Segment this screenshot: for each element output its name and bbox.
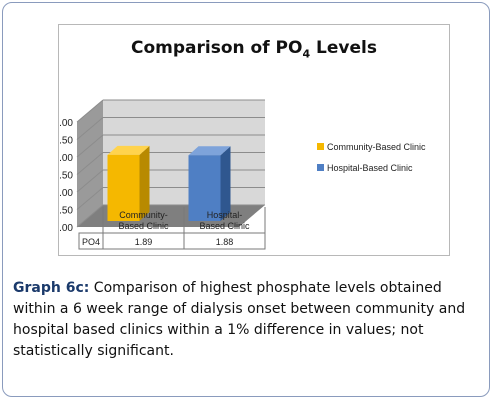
bar-chart: 3.002.502.001.501.000.500.00Community-Ba… xyxy=(59,99,426,250)
x-category-label: Hospital- xyxy=(207,210,243,220)
bar-side-1 xyxy=(139,145,150,221)
legend-label-2: Hospital-Based Clinic xyxy=(327,163,413,173)
gridline-side xyxy=(76,152,104,175)
gridline-side xyxy=(76,169,104,193)
chart-title: Comparison of PO4 Levels xyxy=(131,38,377,61)
data-label: 1.89 xyxy=(135,237,153,247)
caption-text: Comparison of highest phosphate levels o… xyxy=(13,280,466,359)
gridline-side xyxy=(76,204,104,228)
data-table-row xyxy=(78,232,266,250)
data-label: 1.88 xyxy=(216,237,234,247)
bar-top-1 xyxy=(107,145,150,155)
legend-swatch-2 xyxy=(317,164,324,171)
gridline-side xyxy=(76,187,104,210)
bar-1 xyxy=(107,154,140,221)
legend-swatch-1 xyxy=(317,143,324,150)
legend-label-1: Community-Based Clinic xyxy=(327,142,426,152)
y-tick-label: 2.00 xyxy=(59,153,73,164)
chart-area: Comparison of PO4 Levels 3.00 2.50 2.00 1.5… xyxy=(58,24,450,256)
y-tick-label: 0.00 xyxy=(59,223,73,234)
caption-lead: Graph 6c: xyxy=(13,280,90,296)
series-name-label: PO4 xyxy=(82,237,100,247)
gridline-side xyxy=(76,99,104,123)
gridline-side xyxy=(76,134,104,158)
x-category-label: Based Clinic xyxy=(118,221,169,231)
bar-side-2 xyxy=(220,146,231,221)
y-tick-label: 0.50 xyxy=(59,206,73,217)
figure-caption: Graph 6c: Comparison of highest phosphat… xyxy=(13,278,479,362)
y-tick-label: 1.00 xyxy=(59,188,73,199)
bar-top-2 xyxy=(188,146,231,156)
gridline-side xyxy=(76,117,104,140)
x-category-label: Community- xyxy=(119,210,168,220)
bar-2 xyxy=(188,155,221,221)
y-tick-label: 1.50 xyxy=(59,171,73,182)
x-category-label: Based Clinic xyxy=(199,221,250,231)
y-tick-label: 2.50 xyxy=(59,136,73,147)
y-tick-label: 3.00 xyxy=(59,118,73,129)
